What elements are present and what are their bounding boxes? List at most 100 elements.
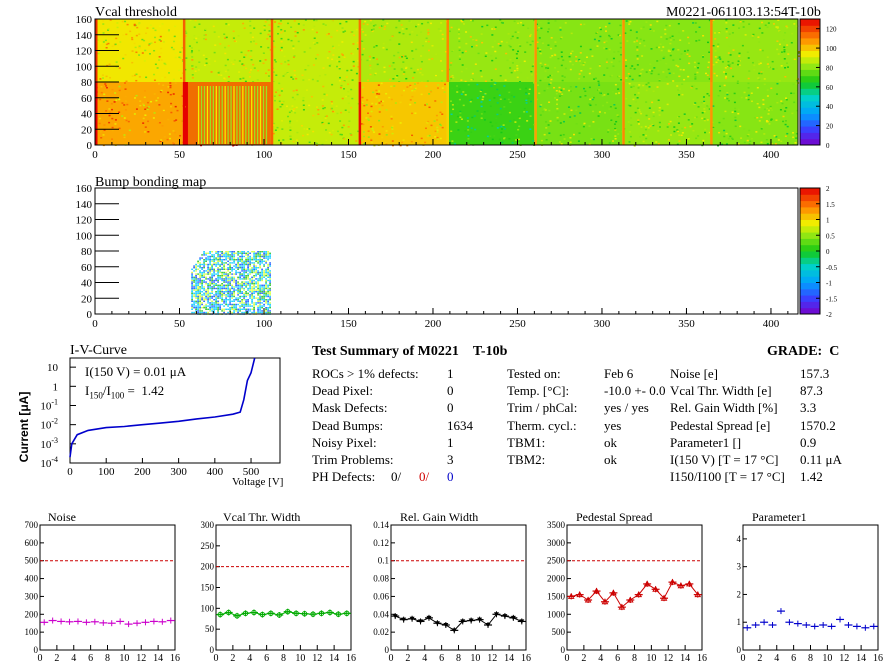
bump-pixel xyxy=(199,289,201,291)
bump-pixel xyxy=(257,271,259,274)
bump-pixel xyxy=(241,265,243,267)
pixel xyxy=(734,110,737,113)
bump-pixel xyxy=(203,311,205,314)
pixel xyxy=(708,131,711,134)
gain-width-title: Rel. Gain Width xyxy=(400,510,479,524)
bump-pixel xyxy=(209,263,211,266)
pixel xyxy=(474,63,477,65)
pixel xyxy=(402,89,405,92)
x-tick-label: 100 xyxy=(256,318,273,330)
pixel xyxy=(322,85,325,88)
pixel xyxy=(322,67,325,69)
pixel xyxy=(244,80,247,83)
column-stripe xyxy=(230,86,232,144)
pixel xyxy=(708,94,711,97)
pixel xyxy=(598,40,601,42)
pixel xyxy=(281,128,284,130)
y-tick-exponent: -1 xyxy=(51,397,58,406)
pixel xyxy=(410,86,413,88)
pixel xyxy=(361,53,364,56)
bump-pixel xyxy=(209,307,211,309)
bump-pixel xyxy=(257,270,259,272)
pixel xyxy=(687,36,690,39)
bump-pixel xyxy=(257,278,259,280)
bump-pixel xyxy=(217,297,219,299)
pixel xyxy=(688,62,691,65)
pixel xyxy=(492,81,495,83)
pixel xyxy=(336,112,339,115)
pixel xyxy=(144,108,147,110)
x-tick-label: 100 xyxy=(256,149,273,161)
pixel xyxy=(158,104,161,106)
pixel xyxy=(184,30,187,33)
pixel xyxy=(365,104,368,106)
bump-pixel xyxy=(263,270,265,272)
pixel xyxy=(111,129,114,132)
pixel xyxy=(275,74,278,76)
bump-pixel xyxy=(227,305,229,307)
bump-pixel xyxy=(253,254,255,256)
data-point-marker xyxy=(626,596,634,603)
pixel xyxy=(317,113,320,116)
pixel xyxy=(560,51,563,53)
pixel xyxy=(437,84,440,86)
pixel xyxy=(124,82,127,84)
bump-pixel xyxy=(229,289,231,291)
pixel xyxy=(224,46,227,49)
pixel xyxy=(291,105,294,107)
pixel xyxy=(372,25,375,27)
bump-pixel xyxy=(225,275,227,277)
pixel xyxy=(292,45,295,47)
pixel xyxy=(395,76,398,78)
pixel xyxy=(529,33,532,36)
bump-pixel xyxy=(265,273,267,275)
pixel xyxy=(659,43,662,45)
pixel xyxy=(516,67,519,70)
bump-pixel xyxy=(201,299,203,301)
pixel xyxy=(341,41,344,43)
pixel xyxy=(98,122,101,125)
pixel xyxy=(467,138,470,140)
pixel xyxy=(547,30,550,33)
pixel xyxy=(760,72,763,75)
pixel xyxy=(767,63,770,65)
bump-pixel xyxy=(233,307,235,309)
pixel xyxy=(712,45,715,47)
pixel xyxy=(361,40,364,42)
pixel xyxy=(467,126,470,128)
pixel xyxy=(510,71,513,74)
bump-pixel xyxy=(193,302,195,304)
pixel xyxy=(694,116,697,119)
pixel xyxy=(108,76,111,79)
pixel xyxy=(223,33,226,35)
series-line xyxy=(220,611,347,617)
bump-pixel xyxy=(237,252,239,254)
pixel xyxy=(302,79,305,81)
pixel xyxy=(157,83,160,85)
bump-pixel xyxy=(207,259,209,261)
summary-value: 0.11 μA xyxy=(800,452,842,467)
pixel xyxy=(491,34,494,36)
palette-tick-label: 80 xyxy=(826,64,834,72)
x-tick-label: 12 xyxy=(839,653,849,664)
bump-pixel xyxy=(223,255,225,258)
bump-pixel xyxy=(267,303,269,306)
bump-pixel xyxy=(195,305,197,307)
pixel xyxy=(536,98,539,101)
pixel xyxy=(115,99,118,101)
bump-pixel xyxy=(235,283,237,285)
pixel xyxy=(683,78,686,81)
bump-pixel xyxy=(225,252,227,254)
bump-pixel xyxy=(203,260,205,262)
bump-pixel xyxy=(219,289,221,291)
pixel xyxy=(678,134,681,136)
bump-pixel xyxy=(265,254,267,256)
pixel xyxy=(523,60,526,63)
pixel xyxy=(491,28,494,30)
pixel xyxy=(378,119,381,122)
pixel xyxy=(619,46,622,49)
bump-pixel xyxy=(213,287,215,290)
pixel xyxy=(547,28,550,30)
pixel xyxy=(571,63,574,66)
pixel xyxy=(677,89,680,91)
